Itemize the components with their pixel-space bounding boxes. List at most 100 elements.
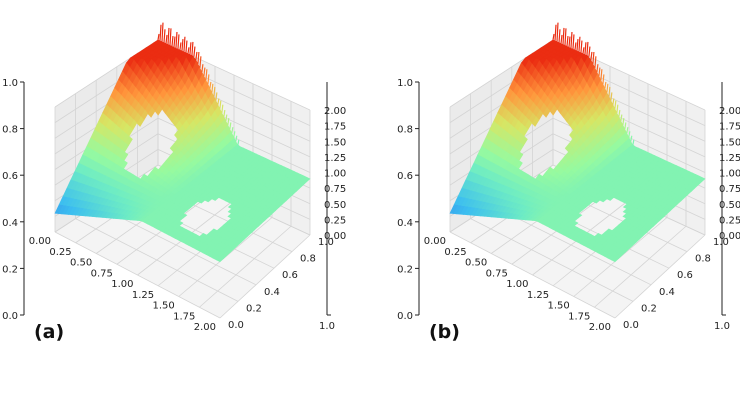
surface-spike xyxy=(161,22,164,42)
panel-a: 0.00.20.40.60.81.01.00.000.250.500.751.0… xyxy=(2,22,346,343)
frame-tick-label: 0.2 xyxy=(397,264,413,275)
z-tick-label: 1.75 xyxy=(719,122,740,133)
surface-spike xyxy=(217,98,220,105)
surface xyxy=(54,22,311,263)
z-tick-label: 1.50 xyxy=(719,137,740,148)
surface-spike xyxy=(223,109,226,118)
surface-spike xyxy=(560,34,563,44)
y-tick-label: 1.0 xyxy=(318,237,334,248)
frame-right-tick-label: 1.0 xyxy=(319,321,335,332)
surface-spike xyxy=(558,29,561,43)
surface-cell xyxy=(54,204,63,214)
surface-spike xyxy=(588,46,591,57)
surface-spike xyxy=(163,29,166,43)
frame-tick-label: 0.4 xyxy=(397,218,413,229)
z-tick-label: 0.75 xyxy=(719,184,740,195)
frame-tick-label: 0.0 xyxy=(397,311,413,322)
frame-tick-label: 1.0 xyxy=(2,78,18,89)
surface-spike xyxy=(197,51,200,65)
panel-label: (b) xyxy=(429,321,460,343)
surface-spike xyxy=(171,36,174,47)
x-tick-label: 1.25 xyxy=(132,290,154,301)
surface-spike xyxy=(582,47,585,54)
y-tick-label: 0.0 xyxy=(623,320,639,331)
surface-spike xyxy=(167,27,170,45)
surface-spike xyxy=(620,114,623,122)
surface-spike xyxy=(568,36,571,48)
y-tick-label: 1.0 xyxy=(713,237,729,248)
surface-spike xyxy=(191,41,194,56)
surface-spike xyxy=(229,122,232,130)
surface-spike xyxy=(199,56,202,69)
surface-cell xyxy=(564,143,573,153)
surface-spike xyxy=(606,83,609,93)
surface-spike xyxy=(592,51,595,65)
surface-spike xyxy=(562,27,565,45)
surface-spike xyxy=(159,24,162,41)
frame-tick-label: 0.2 xyxy=(2,264,18,275)
x-tick-label: 0.50 xyxy=(465,258,487,269)
x-tick-label: 1.50 xyxy=(547,301,569,312)
surface-cell xyxy=(622,203,631,210)
z-tick-label: 1.50 xyxy=(324,137,346,148)
x-tick-label: 1.75 xyxy=(568,311,590,322)
x-tick-label: 0.00 xyxy=(29,236,51,247)
x-tick-label: 0.25 xyxy=(444,247,466,258)
z-axis: 0.00 0.25 0.50 0.75 1.00 1.25 1.50 1.75 2.00 xyxy=(719,106,740,242)
surface-spike xyxy=(586,41,589,56)
frame-tick-label: 0.4 xyxy=(2,218,18,229)
surface-spike xyxy=(221,104,224,113)
surface-spike xyxy=(203,67,206,77)
z-tick-label: 0.75 xyxy=(324,184,346,195)
z-tick-label: 1.00 xyxy=(719,169,740,180)
frame-tick-label: 0.6 xyxy=(397,171,413,182)
z-tick-label: 1.00 xyxy=(324,169,346,180)
surface-cell xyxy=(622,213,631,219)
surface-spike xyxy=(580,40,583,53)
surface-spike xyxy=(185,40,188,53)
surface-cell xyxy=(169,143,178,153)
surface-spike xyxy=(598,67,601,77)
surface-spike xyxy=(179,42,182,51)
x-tick-label: 0.25 xyxy=(49,247,71,258)
frame-tick-label: 0.8 xyxy=(397,125,413,136)
surface-spike xyxy=(596,64,599,73)
surface-spike xyxy=(564,28,567,46)
surface-spike xyxy=(594,56,597,69)
frame-tick-label: 0.0 xyxy=(2,311,18,322)
frame-right-tick-label: 1.0 xyxy=(714,321,730,332)
z-tick-label: 1.75 xyxy=(324,122,346,133)
x-tick-label: 0.75 xyxy=(91,268,113,279)
surface-spike xyxy=(610,92,613,101)
surface-spike xyxy=(209,81,212,89)
surface-cell xyxy=(227,208,236,214)
x-tick-label: 1.50 xyxy=(152,301,174,312)
surface-spike xyxy=(205,69,208,81)
surface-spike xyxy=(173,36,176,48)
frame-tick-label: 0.8 xyxy=(2,125,18,136)
x-tick-label: 0.00 xyxy=(424,236,446,247)
x-tick-label: 1.00 xyxy=(111,279,133,290)
z-tick-label: 0.00 xyxy=(719,231,740,242)
surface-spike xyxy=(584,42,587,55)
surface-spike xyxy=(189,42,192,55)
frame-tick-label: 0.6 xyxy=(2,171,18,182)
surface-spike xyxy=(187,47,190,54)
surface-spike xyxy=(183,36,186,52)
surface-spike xyxy=(227,117,230,126)
x-tick-label: 0.50 xyxy=(70,258,92,269)
frame-tick-label: 1.0 xyxy=(397,78,413,89)
surface-cell xyxy=(622,208,631,214)
y-tick-label: 0.8 xyxy=(300,254,316,265)
z-tick-label: 0.25 xyxy=(719,215,740,226)
z-tick-label: 1.25 xyxy=(324,153,346,164)
surface-spike xyxy=(556,22,559,42)
surface-spike xyxy=(207,74,210,85)
surface-spike xyxy=(600,69,603,81)
y-axis: 0.00.20.40.60.81.0 xyxy=(228,237,334,331)
z-tick-label: 2.00 xyxy=(324,106,346,117)
surface-cell xyxy=(227,203,236,210)
y-tick-label: 0.2 xyxy=(641,303,657,314)
surface-spike xyxy=(572,34,575,50)
y-tick-label: 0.8 xyxy=(695,254,711,265)
